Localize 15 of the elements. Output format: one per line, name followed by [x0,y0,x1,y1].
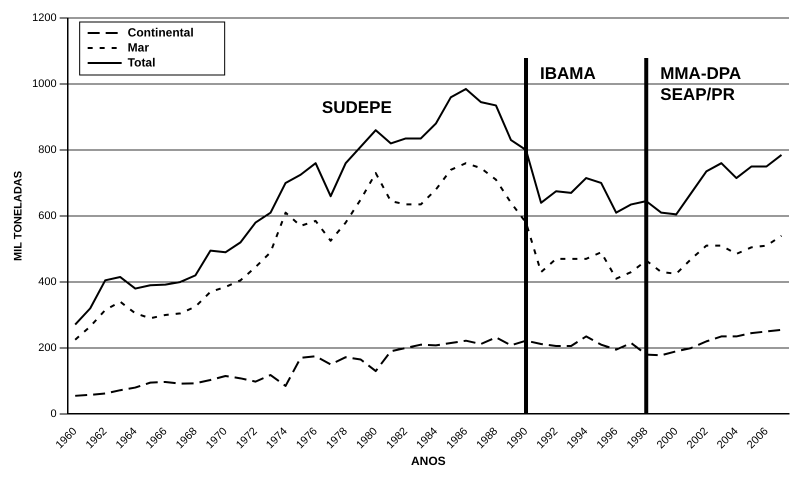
y-tick-label: 200 [38,342,57,354]
y-tick-label: 1200 [32,12,57,24]
y-tick-label: 800 [38,144,57,156]
legend-label: Mar [128,40,150,54]
ref-line-label: MMA-DPA SEAP/PR [660,64,742,104]
legend-label: Continental [128,25,194,40]
legend-label: Total [128,55,156,70]
x-axis-title: ANOS [411,454,446,468]
y-tick-label: 1000 [32,78,57,90]
y-tick-label: 400 [38,276,57,288]
y-tick-label: 0 [50,408,57,420]
ref-line-label: IBAMA [540,64,596,84]
annotation: SUDEPE [322,98,392,118]
y-axis-title: MIL TONELADAS [12,170,25,262]
y-tick-label: 600 [38,210,57,222]
